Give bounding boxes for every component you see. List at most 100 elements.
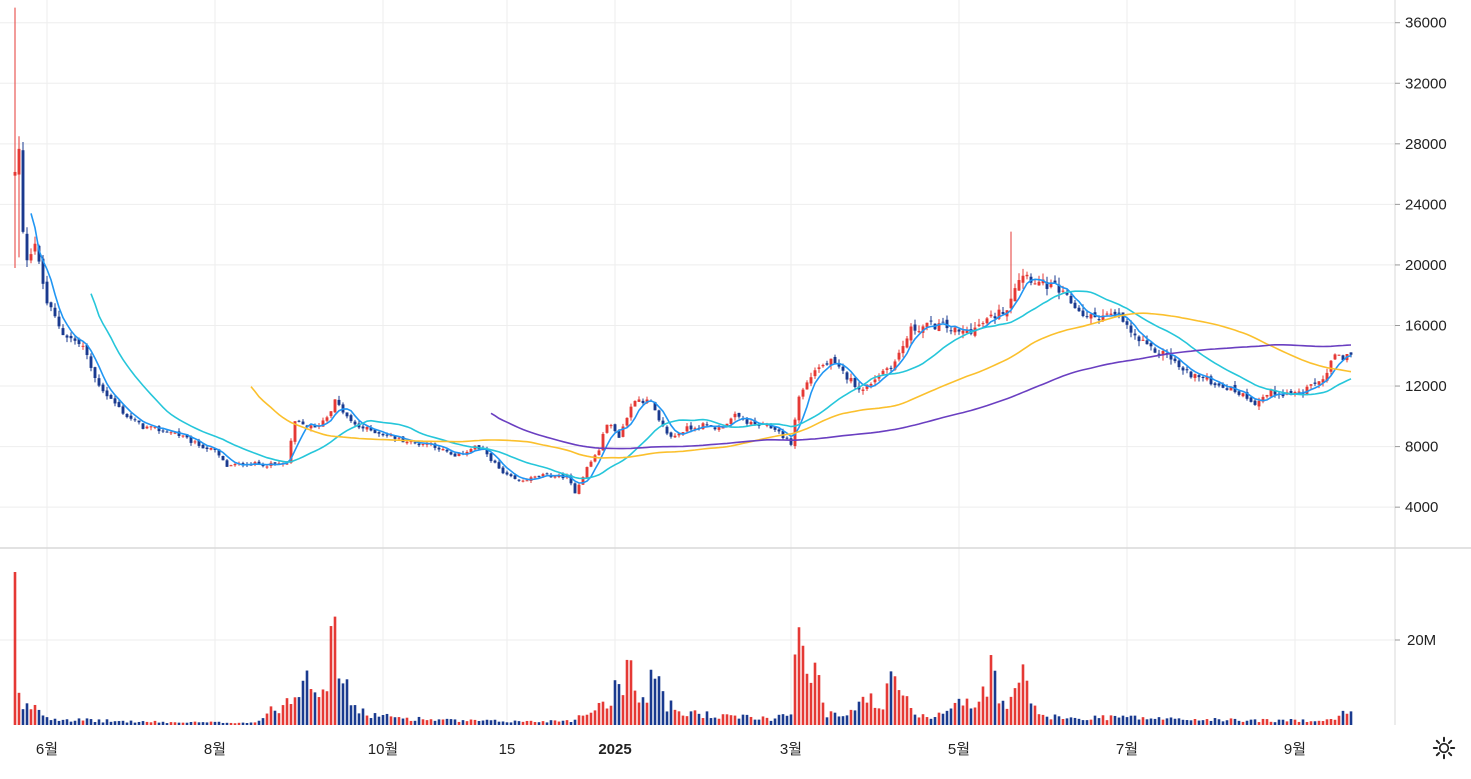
- volume-bar[interactable]: [1001, 700, 1005, 725]
- candle-body[interactable]: [1297, 391, 1301, 393]
- candle-body[interactable]: [49, 302, 53, 308]
- candle-body[interactable]: [637, 399, 641, 402]
- volume-bar[interactable]: [673, 709, 677, 725]
- volume-bar[interactable]: [345, 679, 349, 725]
- volume-bar[interactable]: [537, 722, 541, 725]
- candle-body[interactable]: [433, 443, 437, 448]
- volume-bar[interactable]: [225, 722, 229, 725]
- candle-body[interactable]: [949, 330, 953, 332]
- volume-bar[interactable]: [221, 722, 225, 725]
- volume-bar[interactable]: [1185, 720, 1189, 725]
- candle-body[interactable]: [193, 441, 197, 443]
- volume-bar[interactable]: [945, 710, 949, 725]
- candle-body[interactable]: [1153, 348, 1157, 353]
- volume-bar[interactable]: [293, 697, 297, 725]
- candle-body[interactable]: [1181, 367, 1185, 371]
- volume-bar[interactable]: [1093, 715, 1097, 725]
- volume-bar[interactable]: [541, 721, 545, 725]
- volume-bar[interactable]: [369, 718, 373, 725]
- volume-bar[interactable]: [565, 720, 569, 725]
- volume-bar[interactable]: [609, 705, 613, 725]
- candle-body[interactable]: [1249, 397, 1253, 402]
- volume-bar[interactable]: [1105, 720, 1109, 725]
- volume-bar[interactable]: [969, 708, 973, 725]
- volume-bar[interactable]: [157, 722, 161, 725]
- volume-bar[interactable]: [1117, 717, 1121, 725]
- volume-bar[interactable]: [125, 722, 129, 725]
- candle-body[interactable]: [181, 435, 185, 437]
- volume-bar[interactable]: [493, 719, 497, 725]
- candle-body[interactable]: [53, 307, 57, 317]
- candle-body[interactable]: [789, 438, 793, 445]
- volume-bar[interactable]: [1041, 714, 1045, 725]
- volume-bar[interactable]: [809, 682, 813, 725]
- volume-bar[interactable]: [813, 662, 817, 725]
- candle-body[interactable]: [413, 442, 417, 444]
- candle-body[interactable]: [33, 243, 37, 252]
- volume-bar[interactable]: [889, 671, 893, 725]
- volume-bar[interactable]: [129, 720, 133, 725]
- candle-body[interactable]: [1321, 379, 1325, 383]
- volume-bar[interactable]: [77, 718, 81, 725]
- candle-body[interactable]: [97, 378, 101, 386]
- candle-body[interactable]: [1205, 376, 1209, 380]
- volume-bar[interactable]: [413, 720, 417, 725]
- volume-bar[interactable]: [1229, 718, 1233, 725]
- candle-body[interactable]: [105, 390, 109, 397]
- volume-bar[interactable]: [61, 719, 65, 725]
- candle-body[interactable]: [1121, 312, 1125, 322]
- candle-body[interactable]: [489, 453, 493, 461]
- volume-bar[interactable]: [721, 714, 725, 725]
- volume-bar[interactable]: [285, 698, 289, 725]
- candle-body[interactable]: [493, 460, 497, 463]
- volume-bar[interactable]: [481, 720, 485, 725]
- volume-bar[interactable]: [1149, 718, 1153, 725]
- candle-body[interactable]: [21, 150, 25, 232]
- candle-body[interactable]: [1221, 384, 1225, 388]
- volume-bar[interactable]: [1273, 722, 1277, 725]
- candle-body[interactable]: [977, 324, 981, 327]
- volume-bar[interactable]: [1129, 715, 1133, 725]
- volume-bar[interactable]: [681, 715, 685, 725]
- candle-body[interactable]: [313, 425, 317, 428]
- candle-body[interactable]: [689, 425, 693, 430]
- volume-bar[interactable]: [137, 721, 141, 725]
- candle-body[interactable]: [1049, 282, 1053, 288]
- volume-bar[interactable]: [1345, 713, 1349, 725]
- volume-bar[interactable]: [1065, 718, 1069, 725]
- candle-body[interactable]: [13, 171, 17, 176]
- volume-bar[interactable]: [881, 709, 885, 725]
- candle-body[interactable]: [373, 429, 377, 434]
- candle-body[interactable]: [1149, 343, 1153, 347]
- volume-bar[interactable]: [1217, 719, 1221, 725]
- candle-body[interactable]: [369, 427, 373, 431]
- volume-bar[interactable]: [365, 715, 369, 725]
- candle-body[interactable]: [1341, 355, 1345, 361]
- candle-body[interactable]: [1169, 353, 1173, 360]
- candle-body[interactable]: [41, 258, 45, 284]
- candle-body[interactable]: [1037, 281, 1041, 286]
- volume-bar[interactable]: [1021, 664, 1025, 725]
- candle-body[interactable]: [401, 436, 405, 443]
- volume-bar[interactable]: [249, 722, 253, 725]
- volume-bar[interactable]: [217, 721, 221, 725]
- candle-body[interactable]: [81, 345, 85, 347]
- candle-body[interactable]: [1177, 360, 1181, 368]
- candle-body[interactable]: [149, 426, 153, 428]
- volume-bar[interactable]: [1153, 718, 1157, 725]
- candle-body[interactable]: [421, 443, 425, 445]
- volume-bar[interactable]: [457, 721, 461, 725]
- candle-body[interactable]: [437, 447, 441, 450]
- volume-bar[interactable]: [1277, 719, 1281, 725]
- volume-bar[interactable]: [933, 717, 937, 725]
- volume-bar[interactable]: [1157, 717, 1161, 725]
- candle-body[interactable]: [617, 431, 621, 438]
- candle-body[interactable]: [517, 479, 521, 481]
- volume-bar[interactable]: [805, 673, 809, 725]
- candle-body[interactable]: [1261, 396, 1265, 402]
- volume-bar[interactable]: [833, 712, 837, 725]
- volume-bar[interactable]: [201, 722, 205, 725]
- volume-bar[interactable]: [1341, 710, 1345, 725]
- candle-body[interactable]: [1281, 393, 1285, 397]
